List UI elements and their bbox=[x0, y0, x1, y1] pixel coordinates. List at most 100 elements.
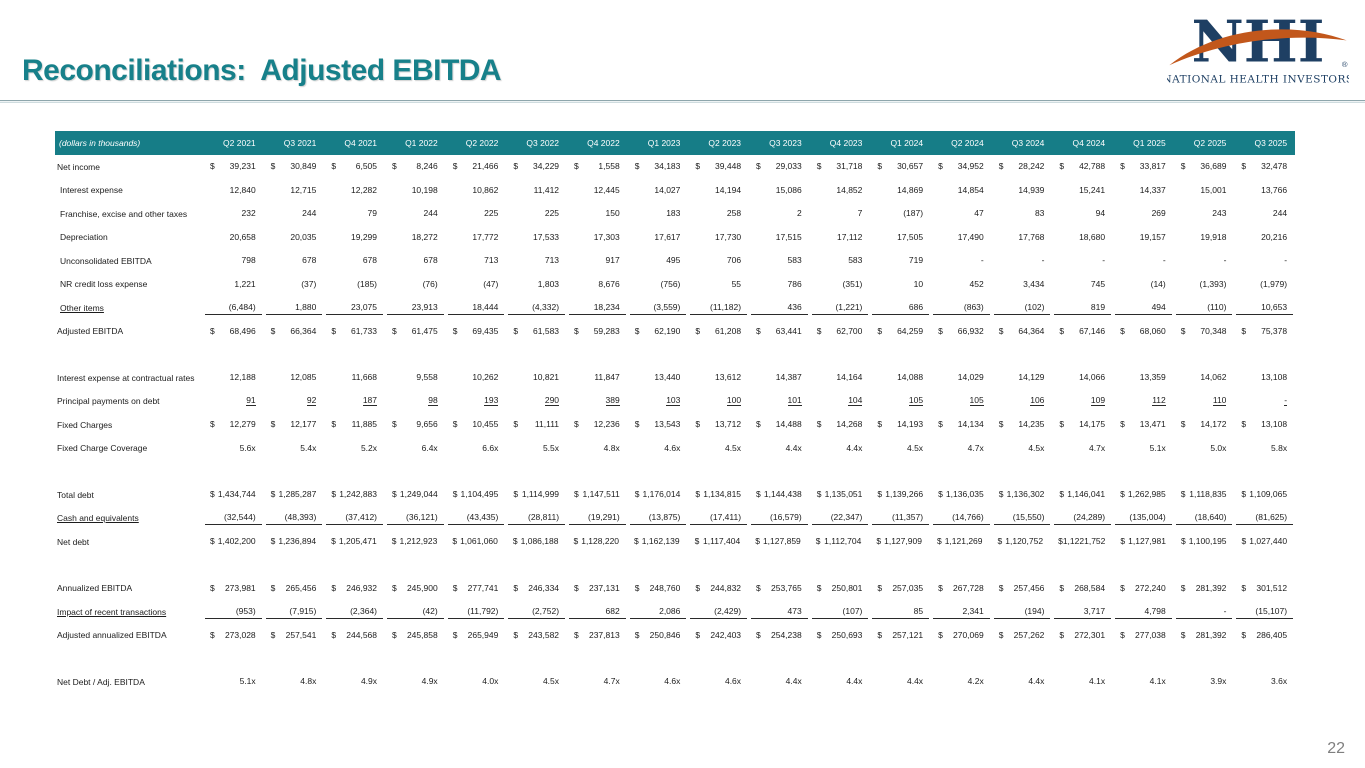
table-cell: $66,932 bbox=[931, 320, 992, 344]
table-cell: 14,939 bbox=[992, 179, 1053, 203]
cell-value: 17,768 bbox=[1018, 231, 1045, 242]
table-cell: $61,475 bbox=[385, 320, 446, 344]
cell-value: 11,885 bbox=[351, 419, 378, 430]
table-cell: $1,027,440 bbox=[1235, 530, 1296, 554]
table-row: Adjusted EBITDA $68,496 $66,364 $61,733 $61,… bbox=[55, 320, 1295, 344]
cell-value: 13,712 bbox=[715, 419, 742, 430]
cell-value: 4.6x bbox=[664, 442, 681, 453]
dollar-sign: $ bbox=[756, 489, 761, 500]
dollar-sign: $ bbox=[1120, 629, 1125, 640]
cell-value: 28,242 bbox=[1018, 161, 1045, 172]
cell-value: 13,359 bbox=[1139, 372, 1166, 383]
cell-value: 62,700 bbox=[836, 325, 863, 336]
cell-value: (1,221) bbox=[835, 301, 863, 312]
table-cell: - bbox=[1234, 390, 1295, 414]
cell-value: 4,798 bbox=[1144, 605, 1166, 616]
cell-value: 5.0x bbox=[1210, 442, 1227, 453]
cell-value: (6,484) bbox=[228, 301, 256, 312]
table-cell: 4.4x bbox=[810, 670, 871, 694]
table-cell: $1,121,269 bbox=[930, 530, 991, 554]
table-cell: 14,869 bbox=[870, 179, 931, 203]
cell-value: 14,488 bbox=[775, 419, 802, 430]
dollar-sign: $ bbox=[936, 536, 942, 547]
table-cell: (13,875) bbox=[628, 507, 689, 531]
cell-value: 254,238 bbox=[770, 629, 802, 640]
cell-value: 1,242,883 bbox=[339, 489, 378, 500]
cell-value: 18,444 bbox=[472, 301, 499, 312]
cell-value: 6.4x bbox=[421, 442, 438, 453]
dollar-sign: $ bbox=[634, 419, 640, 430]
table-cell: $267,728 bbox=[931, 577, 992, 601]
table-cell: $11,111 bbox=[506, 413, 567, 437]
cell-value: (47) bbox=[483, 278, 499, 289]
cell-value: 15,001 bbox=[1200, 184, 1227, 195]
table-cell: (19,291) bbox=[567, 507, 628, 531]
cell-value: 104 bbox=[848, 395, 863, 407]
cell-value: 12,236 bbox=[593, 419, 620, 430]
table-cell: (4,332) bbox=[506, 296, 567, 320]
table-cell: 3.9x bbox=[1174, 670, 1235, 694]
cell-value: 4.1x bbox=[1089, 676, 1106, 687]
dollar-sign: $ bbox=[331, 582, 337, 593]
cell-value: 1,205,471 bbox=[338, 536, 377, 547]
cell-value: 10,862 bbox=[472, 184, 499, 195]
cell-value: 19,157 bbox=[1139, 231, 1166, 242]
cell-value: 14,268 bbox=[836, 419, 863, 430]
dollar-sign: $ bbox=[634, 582, 640, 593]
table-cell: 13,612 bbox=[688, 366, 749, 390]
table-cell: 8,676 bbox=[567, 273, 628, 297]
cell-value: (11,182) bbox=[710, 301, 742, 312]
table-cell: $1,147,511 bbox=[567, 483, 628, 507]
table-cell: $257,456 bbox=[992, 577, 1053, 601]
table-cell: 17,303 bbox=[567, 226, 628, 250]
cell-value: (22,347) bbox=[830, 512, 863, 523]
table-cell: (37) bbox=[264, 273, 325, 297]
table-row: Interest expense at contractual rates 12,… bbox=[55, 366, 1295, 390]
table-cell: 4.4x bbox=[810, 437, 871, 461]
cell-value: 14,066 bbox=[1079, 372, 1106, 383]
table-cell: $14,488 bbox=[749, 413, 810, 437]
cell-value: 243,582 bbox=[528, 629, 560, 640]
cell-value: (37,412) bbox=[345, 512, 378, 523]
cell-value: 1,162,139 bbox=[641, 536, 680, 547]
table-row: Adjusted annualized EBITDA $273,028 $257,5… bbox=[55, 624, 1295, 648]
cell-value: 3.9x bbox=[1210, 676, 1227, 687]
cell-value: (42) bbox=[422, 605, 438, 616]
cell-value: 1,212,923 bbox=[399, 536, 438, 547]
cell-value: 34,183 bbox=[654, 161, 681, 172]
table-cell: - bbox=[1052, 249, 1113, 273]
cell-value: (43,435) bbox=[466, 512, 499, 523]
row-label: Interest expense at contractual rates bbox=[57, 372, 195, 383]
table-cell: $32,478 bbox=[1234, 155, 1295, 179]
cell-value: 150 bbox=[605, 208, 620, 219]
cell-value: 59,283 bbox=[593, 325, 620, 336]
table-cell: 4.4x bbox=[992, 670, 1053, 694]
table-cell: 17,768 bbox=[992, 226, 1053, 250]
table-cell: 494 bbox=[1113, 296, 1174, 320]
cell-value: 20,658 bbox=[229, 231, 256, 242]
cell-value: 4.7x bbox=[1089, 442, 1106, 453]
table-cell: 11,668 bbox=[324, 366, 385, 390]
table-cell: 4.4x bbox=[749, 670, 810, 694]
table-cell: 92 bbox=[264, 390, 325, 414]
cell-value: 12,282 bbox=[351, 184, 378, 195]
table-cell: 103 bbox=[628, 390, 689, 414]
cell-value: 14,164 bbox=[836, 372, 863, 383]
table-cell: 98 bbox=[385, 390, 446, 414]
table-cell: 5.2x bbox=[324, 437, 385, 461]
cell-value: 678 bbox=[302, 255, 317, 266]
dollar-sign: $ bbox=[513, 582, 519, 593]
table-cell: (863) bbox=[931, 296, 992, 320]
cell-value: 4.4x bbox=[785, 676, 802, 687]
column-header: Q1 2024 bbox=[890, 138, 924, 148]
cell-value: (28,811) bbox=[528, 512, 560, 523]
table-cell: 2 bbox=[749, 202, 810, 226]
table-cell: $1,212,923 bbox=[385, 530, 446, 554]
table-cell: $66,364 bbox=[264, 320, 325, 344]
table-cell: $13,712 bbox=[688, 413, 749, 437]
dollar-sign: $ bbox=[938, 325, 943, 336]
cell-value: (13,875) bbox=[648, 512, 681, 523]
dollar-sign: $ bbox=[1120, 536, 1126, 547]
table-cell: $42,788 bbox=[1052, 155, 1113, 179]
table-row: Unconsolidated EBITDA 798 678 678 678 713 713 9… bbox=[55, 249, 1295, 273]
